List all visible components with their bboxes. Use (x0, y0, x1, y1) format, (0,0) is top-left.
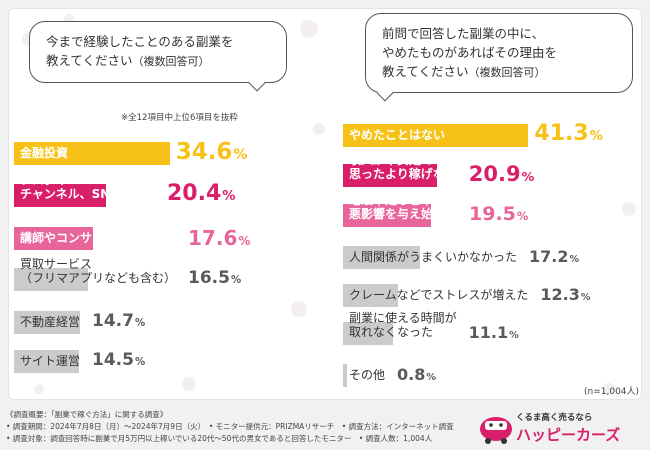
left-bar-label-5: 不動産経営 (20, 315, 81, 329)
left-bar-value-3: 17.6% (188, 225, 251, 250)
left-question-line-1: 今まで経験したことのある副業を (46, 34, 234, 49)
right-question-line-1: 前問で回答した副業の中に、 (382, 26, 545, 41)
left-bar-label-3: 講師やコンサルタントの活動 (20, 231, 177, 245)
right-bar-label-6: 副業に使える時間が 取れなくなった (349, 311, 457, 339)
left-bar-label-6: サイト運営 (20, 354, 81, 368)
right-bar-value-2: 20.9% (468, 161, 535, 186)
left-question-line-2: 教えてください（複数回答可） (46, 51, 270, 71)
left-question-line-2-text: 教えてください (46, 53, 133, 68)
brand-logo: くるま高く売るなら ハッピーカーズ (478, 410, 643, 446)
left-bar-value-5: 14.7% (92, 311, 146, 332)
right-bar-value-5: 12.3% (540, 285, 591, 305)
right-bar-3 (343, 204, 431, 227)
left-bar-1 (14, 142, 170, 165)
left-bar-value-1: 34.6% (175, 138, 248, 165)
left-bar-label-4: 買取サービス （フリマアプリなども含む） (20, 257, 177, 285)
right-question-bubble: 前問で回答した副業の中に、 やめたものがあればその理由を 教えてください（複数回… (365, 13, 633, 93)
footer-survey-title: 《調査概要：「副業で稼ぐ方法」に関する調査》 (6, 410, 168, 419)
right-bar-value-4: 17.2% (529, 247, 580, 267)
left-question-bubble: 今まで経験したことのある副業を 教えてください（複数回答可） (29, 21, 287, 83)
left-bar-3 (14, 227, 94, 250)
right-bar-value-1: 41.3% (534, 121, 603, 147)
footer-survey-period: • 調査期間：2024年7月8日（月）～2024年7月9日（火） • モニター提… (6, 422, 454, 431)
left-bar-label-2: ブログやYouTube チャンネル、SNSの運営 (20, 173, 155, 201)
right-bar-label-2: 収入が不安定で 思ったより稼げない (349, 153, 457, 181)
right-question-line-2: やめたものがあればその理由を (382, 45, 558, 60)
right-question-line-3: 教えてください（複数回答可） (382, 62, 616, 82)
right-bar-value-6: 11.1% (468, 323, 519, 343)
right-bar-label-7: その他 (349, 368, 386, 382)
right-bar-7 (343, 364, 347, 387)
sample-size: (n=1,004人) (584, 387, 640, 397)
logo-name: ハッピーカーズ (516, 426, 621, 444)
left-footnote: ※全12項目中上位6項目を抜粋 (121, 113, 238, 123)
footer-survey-target: • 調査対象：調査回答時に副業で月5万円以上稼いでいる20代～50代の男女である… (6, 434, 433, 443)
right-question-line-3-text: 教えてください (382, 64, 469, 79)
right-bar-label-5: クレームなどでストレスが増えた (349, 288, 529, 302)
left-bar-5 (14, 311, 81, 334)
right-bar-value-3: 19.5% (469, 203, 529, 226)
right-bar-4 (343, 246, 421, 269)
left-bar-value-2: 20.4% (166, 181, 236, 207)
logo-tagline: くるま高く売るなら (516, 413, 593, 423)
right-bar-1 (343, 124, 529, 147)
right-bar-5 (343, 284, 399, 307)
right-bar-label-4: 人間関係がうまくいかなかった (349, 250, 518, 264)
left-bar-2 (14, 184, 106, 207)
left-bar-label-1: 金融投資 (20, 146, 69, 160)
left-bar-value-6: 14.5% (92, 350, 146, 371)
right-question-note: （複数回答可） (468, 66, 546, 79)
left-question-note: （複数回答可） (132, 55, 210, 68)
chart-card: 今まで経験したことのある副業を 教えてください（複数回答可） 前問で回答した副業… (8, 8, 642, 400)
left-bar-value-4: 16.5% (188, 268, 242, 289)
right-bar-6 (343, 322, 393, 345)
right-bar-2 (343, 164, 437, 187)
right-bar-label-1: やめたことはない (349, 128, 446, 142)
left-bar-4 (14, 268, 89, 291)
right-bar-value-7: 0.8% (397, 365, 436, 385)
right-bar-label-3: 睡眠不足など本業に 悪影響を与え始めた (349, 193, 458, 221)
left-bar-6 (14, 350, 80, 373)
car-mascot-icon (480, 417, 512, 444)
